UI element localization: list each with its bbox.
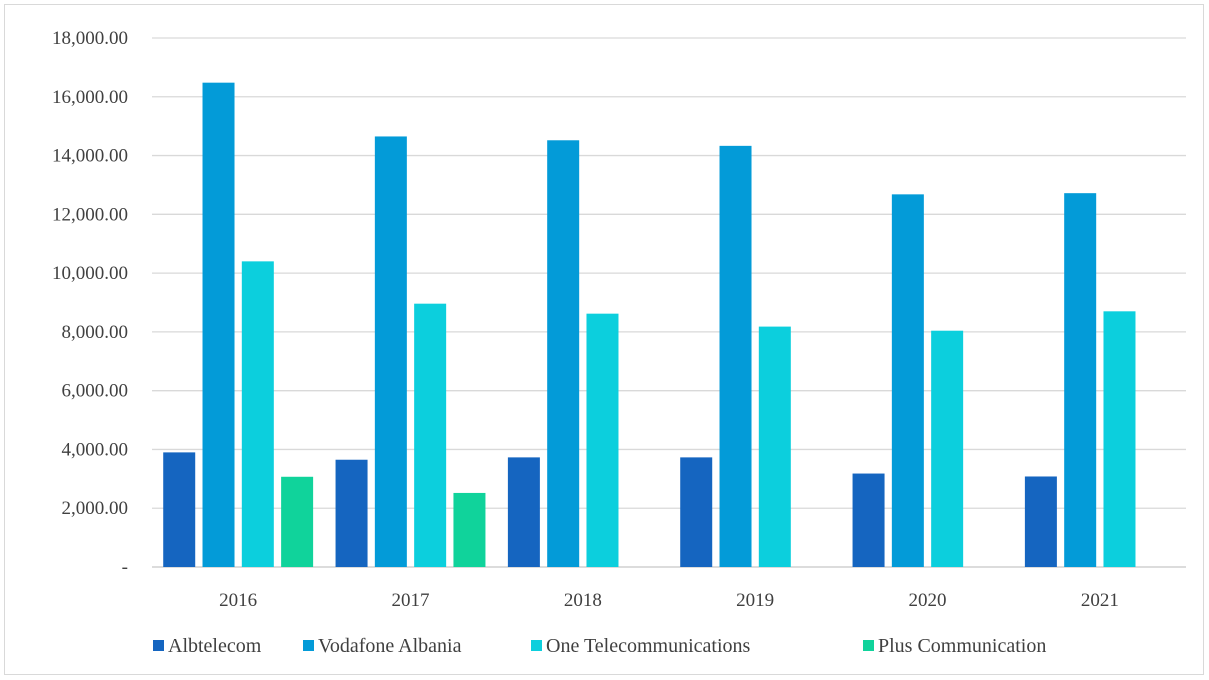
bar-albtelecom-2017 — [335, 459, 368, 567]
y-tick-label: 16,000.00 — [52, 87, 128, 108]
bar-vodafone-albania-2018 — [547, 140, 580, 568]
bar-albtelecom-2016 — [163, 452, 196, 567]
bars — [163, 82, 1136, 568]
bar-vodafone-albania-2021 — [1064, 193, 1097, 567]
bar-one-telecommunications-2017 — [414, 303, 447, 567]
bar-albtelecom-2021 — [1024, 476, 1057, 567]
legend-label: Vodafone Albania — [318, 635, 462, 657]
bar-one-telecommunications-2019 — [758, 326, 791, 567]
legend-swatch — [303, 640, 314, 651]
bar-one-telecommunications-2020 — [931, 330, 964, 567]
x-axis-tick-labels: 2016 2017 2018 2019 2020 2021 — [219, 590, 1119, 611]
y-tick-label: - — [122, 557, 128, 578]
bar-albtelecom-2020 — [852, 473, 885, 567]
y-tick-label: 8,000.00 — [62, 322, 129, 343]
legend-label: Albtelecom — [168, 635, 262, 657]
y-tick-label: 14,000.00 — [52, 146, 128, 167]
bar-plus-communication-2017 — [453, 492, 486, 567]
x-tick-label: 2018 — [564, 590, 602, 611]
legend: Albtelecom Vodafone Albania One Telecommun… — [153, 635, 1046, 657]
bar-vodafone-albania-2020 — [891, 194, 924, 568]
bar-plus-communication-2016 — [281, 476, 314, 567]
bar-albtelecom-2019 — [680, 457, 713, 567]
x-tick-label: 2021 — [1081, 590, 1119, 611]
legend-swatch — [863, 640, 874, 651]
x-tick-label: 2016 — [219, 590, 257, 611]
y-tick-label: 6,000.00 — [62, 381, 129, 402]
gridlines — [152, 37, 1186, 568]
y-tick-label: 10,000.00 — [52, 263, 128, 284]
y-tick-label: 4,000.00 — [62, 439, 129, 460]
y-tick-label: 12,000.00 — [52, 204, 128, 225]
bar-albtelecom-2018 — [507, 457, 540, 567]
legend-label: One Telecommunications — [546, 635, 751, 657]
bar-one-telecommunications-2021 — [1103, 311, 1136, 567]
bar-one-telecommunications-2016 — [241, 261, 274, 567]
x-tick-label: 2017 — [392, 590, 430, 611]
x-tick-label: 2020 — [909, 590, 947, 611]
y-axis-tick-labels: - 2,000.00 4,000.00 6,000.00 8,000.00 10,000.… — [52, 28, 128, 578]
bar-vodafone-albania-2017 — [374, 136, 407, 568]
bar-vodafone-albania-2016 — [202, 82, 235, 567]
y-tick-label: 18,000.00 — [52, 28, 128, 49]
y-tick-label: 2,000.00 — [62, 498, 129, 519]
legend-swatch — [531, 640, 542, 651]
x-tick-label: 2019 — [736, 590, 774, 611]
legend-swatch — [153, 640, 164, 651]
bar-one-telecommunications-2018 — [586, 313, 619, 567]
legend-label: Plus Communication — [878, 635, 1046, 657]
bar-vodafone-albania-2019 — [719, 145, 752, 567]
